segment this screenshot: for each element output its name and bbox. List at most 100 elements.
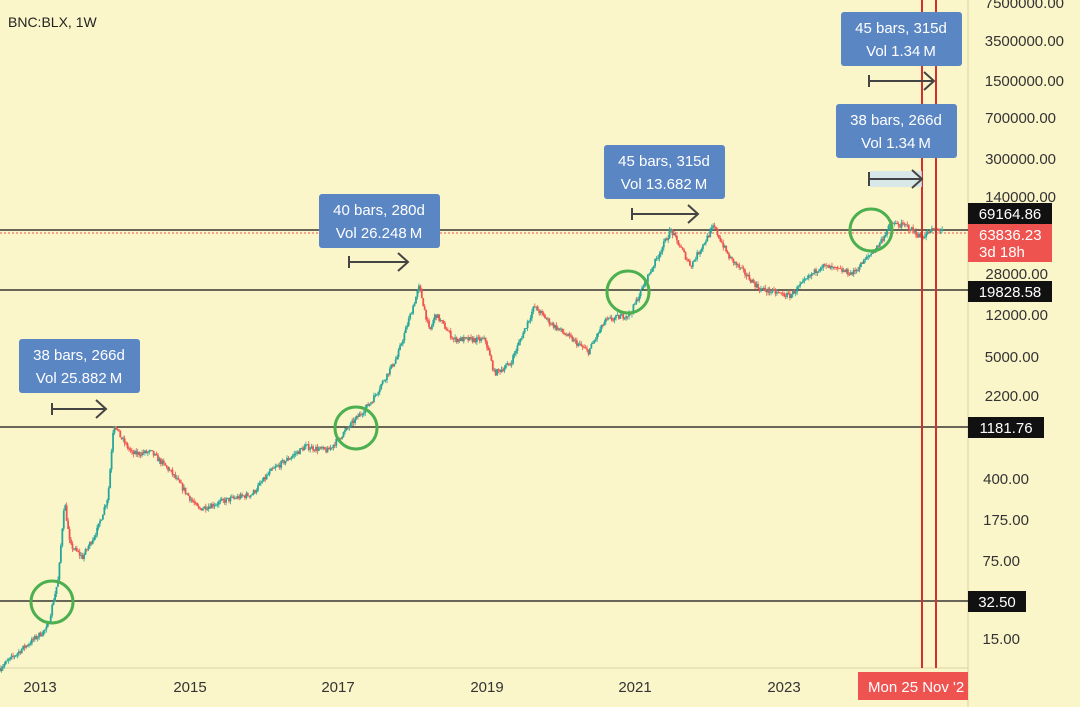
y-tick-label: 3500000.00 — [985, 33, 1064, 50]
candle-body — [344, 430, 346, 433]
callout-box-4[interactable]: 45 bars, 315d Vol 1.34 M — [841, 12, 962, 66]
candle-body — [96, 527, 99, 536]
candle-body — [809, 275, 812, 277]
highlight-circle-2013[interactable] — [29, 579, 75, 625]
arrows-layer — [51, 71, 936, 419]
candle-body — [148, 450, 151, 453]
candle-body — [475, 337, 478, 343]
candle-body — [328, 447, 330, 450]
candle-body — [439, 320, 442, 321]
callout-box-1[interactable]: 38 bars, 266d Vol 25.882 M — [19, 339, 140, 393]
date-tag[interactable]: Mon 25 Nov '2 — [858, 672, 968, 700]
candle-body — [184, 487, 187, 494]
y-tick-label: 2200.00 — [985, 388, 1039, 405]
candle-body — [355, 415, 358, 419]
highlight-circle-2017[interactable] — [333, 405, 379, 451]
candle-body — [158, 458, 161, 462]
candle-body — [431, 325, 433, 330]
candle-body — [275, 465, 278, 467]
candle-body — [51, 604, 54, 616]
candle-body — [735, 261, 738, 265]
price-tag-19828[interactable]: 19828.58 — [968, 281, 1052, 302]
candle-body — [81, 555, 84, 559]
y-tick-label: 5000.00 — [985, 349, 1039, 366]
candle-body — [296, 451, 299, 454]
price-tag-32-text: 32.50 — [978, 594, 1016, 611]
candle-body — [938, 229, 941, 231]
range-arrow-3[interactable] — [631, 204, 700, 224]
candle-body — [420, 289, 423, 299]
candle-body — [557, 328, 559, 330]
candle-body — [215, 504, 217, 506]
candle-body — [231, 496, 233, 498]
candle-body — [704, 241, 707, 244]
candle-body — [848, 274, 851, 276]
candle-body — [393, 363, 396, 367]
candle-body — [100, 519, 103, 521]
candle-body — [497, 369, 500, 370]
y-tick-label: 175.00 — [983, 512, 1029, 529]
candle-body — [726, 251, 729, 254]
candle-body — [33, 635, 36, 640]
candle-body — [191, 499, 194, 502]
candle-body — [807, 275, 810, 279]
candle-body — [570, 335, 572, 337]
price-tag-1181[interactable]: 1181.76 — [968, 417, 1044, 438]
candle-body — [560, 328, 562, 330]
callout-box-2[interactable]: 40 bars, 280d Vol 26.248 M — [319, 194, 440, 248]
callout-box-5[interactable]: 38 bars, 266d Vol 1.34 M — [836, 104, 957, 158]
candle-body — [696, 252, 699, 260]
candle-body — [542, 312, 545, 315]
candle-body — [352, 420, 355, 424]
candle-body — [9, 657, 12, 660]
candle-body — [635, 299, 638, 304]
candle-body — [700, 248, 703, 252]
candle-body — [845, 269, 848, 272]
candle-body — [719, 237, 722, 242]
candle-body — [126, 443, 129, 449]
candle-body — [426, 319, 429, 321]
callout-box-3[interactable]: 45 bars, 315d Vol 13.682 M — [604, 145, 725, 199]
range-arrow-5[interactable] — [868, 169, 924, 189]
candle-body — [403, 333, 406, 341]
candle-body — [313, 450, 316, 451]
candle-body — [155, 453, 158, 456]
y-tick-label: 140000.00 — [985, 189, 1056, 206]
range-arrow-4[interactable] — [868, 71, 936, 91]
candle-body — [789, 293, 791, 298]
candle-body — [464, 337, 467, 338]
candle-body — [302, 448, 304, 451]
candle-body — [625, 316, 628, 319]
candle-body — [19, 651, 22, 654]
candle-body — [6, 660, 9, 662]
candle-body — [249, 495, 252, 497]
highlight-circle-2024[interactable] — [848, 207, 894, 253]
price-tag-69164[interactable]: 69164.86 — [968, 203, 1052, 224]
candle-body — [13, 656, 16, 658]
candle-body — [435, 314, 438, 318]
candle-body — [939, 230, 942, 232]
candle-body — [649, 271, 652, 274]
candle-body — [229, 497, 232, 502]
range-arrow-1[interactable] — [51, 399, 108, 419]
candle-body — [175, 477, 178, 479]
candle-body — [646, 274, 649, 283]
candle-body — [354, 418, 357, 424]
highlight-circle-2020[interactable] — [605, 269, 651, 315]
candle-body — [164, 463, 167, 466]
candle-body — [394, 359, 397, 364]
x-axis: 2013 2015 2017 2019 2021 2023 — [23, 679, 800, 696]
candle-body — [228, 497, 230, 502]
candle-body — [360, 413, 362, 415]
candle-body — [678, 245, 681, 247]
candle-body — [232, 496, 235, 499]
range-arrow-2[interactable] — [348, 252, 410, 272]
candle-body — [702, 244, 704, 249]
last-price-tag[interactable]: 63836.23 3d 18h — [968, 224, 1052, 262]
candle-body — [4, 661, 7, 665]
candle-body — [833, 266, 836, 268]
candle-body — [406, 325, 409, 328]
candle-body — [758, 288, 761, 292]
price-tag-32[interactable]: 32.50 — [968, 591, 1026, 612]
